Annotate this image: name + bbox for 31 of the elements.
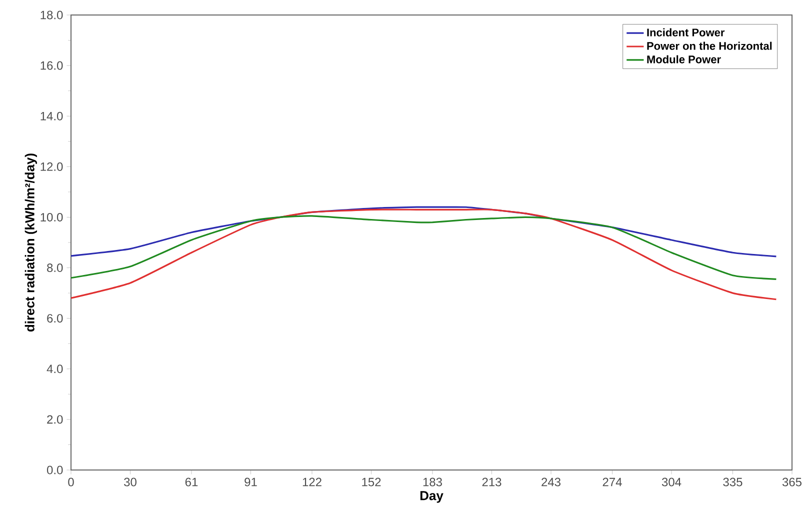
line-series xyxy=(71,206,778,258)
x-tick-label: 91 xyxy=(244,478,257,486)
y-tick-label: 0.0 xyxy=(46,466,63,474)
x-tick-label: 365 xyxy=(782,478,802,486)
x-tick-label: 152 xyxy=(362,478,381,486)
legend-label: Power on the Horizontal xyxy=(647,42,772,50)
x-tick-label: 122 xyxy=(302,478,322,486)
legend-label: Module Power xyxy=(647,55,721,64)
y-axis-title: direct radiation (kWh/m²/day) xyxy=(24,154,37,332)
x-tick-label: 335 xyxy=(723,478,742,486)
y-tick-label: 4.0 xyxy=(46,364,63,374)
x-axis-title: Day xyxy=(420,491,444,503)
x-tick-label: 243 xyxy=(542,478,560,486)
line-series xyxy=(71,208,778,300)
y-tick-label: 16.0 xyxy=(40,61,63,70)
x-tick-label: 0 xyxy=(68,478,74,486)
line-series xyxy=(71,215,778,280)
x-tick-label: 183 xyxy=(423,478,442,486)
y-tick-label: 10.0 xyxy=(40,212,63,222)
y-tick-label: 12.0 xyxy=(40,162,63,171)
y-tick-label: 14.0 xyxy=(40,112,63,120)
x-tick-label: 213 xyxy=(482,478,502,486)
y-tick-label: 8.0 xyxy=(47,264,63,272)
y-tick-label: 2.0 xyxy=(47,415,63,424)
y-tick-label: 18.0 xyxy=(40,10,63,20)
legend-label: Incident Power xyxy=(647,28,725,36)
x-tick-label: 30 xyxy=(124,478,136,486)
y-tick-label: 6.0 xyxy=(47,314,63,323)
x-tick-label: 61 xyxy=(185,478,198,486)
x-tick-label: 304 xyxy=(662,478,682,486)
x-tick-label: 274 xyxy=(602,478,622,486)
